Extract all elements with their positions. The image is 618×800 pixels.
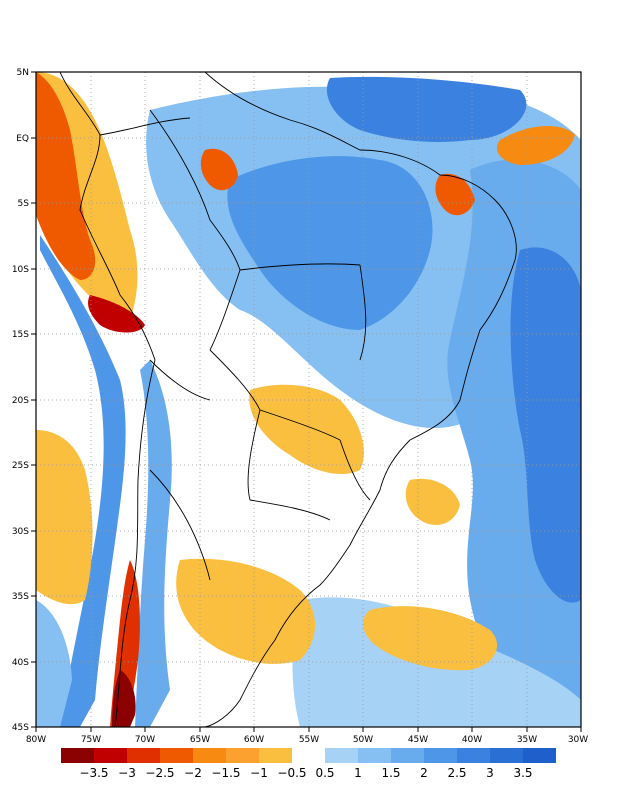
colorbar-label: 3 <box>486 766 494 780</box>
lat-tick-label: EQ <box>16 134 29 144</box>
coastline-south-america <box>59 72 517 727</box>
gridlines <box>36 72 581 727</box>
blue-region-amazon-core <box>227 156 433 330</box>
orange-region-pacific <box>36 430 93 605</box>
lat-tick-label: 5N <box>17 68 29 78</box>
orange-region-northwest-core <box>36 72 96 280</box>
lon-tick-label: 40W <box>462 735 482 745</box>
red-region-peru <box>88 295 145 333</box>
colorbar-swatch-positive <box>424 748 457 763</box>
colorbar-swatch-negative <box>226 748 259 763</box>
lat-tick-label: 5S <box>18 199 30 209</box>
orange-region-atlantic-north <box>496 125 575 165</box>
orange-region-central <box>249 384 364 475</box>
lat-tick-label: 35S <box>12 592 29 602</box>
orange-region-atlantic-south <box>405 478 460 525</box>
colorbar-swatch-positive <box>523 748 556 763</box>
colorbar-label: 3.5 <box>513 766 532 780</box>
blue-region-southwest <box>36 600 72 727</box>
colorbar-swatch-positive <box>391 748 424 763</box>
blue-band-andes <box>40 235 126 727</box>
colorbar-swatch-positive <box>490 748 523 763</box>
colorbar-label: −1 <box>250 766 268 780</box>
coastlines-borders <box>59 72 517 727</box>
colorbar-label: −2 <box>184 766 202 780</box>
axis-ticks <box>31 71 582 732</box>
lon-tick-label: 65W <box>190 735 210 745</box>
lon-tick-labels: 80W 75W 70W 65W 60W 55W 50W 45W 40W 35W … <box>26 735 588 745</box>
lon-tick-label: 45W <box>408 735 428 745</box>
lon-tick-label: 35W <box>517 735 537 745</box>
lat-tick-label: 10S <box>12 265 29 275</box>
lon-tick-label: 50W <box>353 735 373 745</box>
colorbar-swatch-negative <box>61 748 94 763</box>
lat-tick-label: 25S <box>12 461 29 471</box>
colorbar-label: −3.5 <box>79 766 108 780</box>
lon-tick-label: 70W <box>135 735 155 745</box>
colorbar-swatch-negative <box>259 748 292 763</box>
colorbar-label: −1.5 <box>211 766 240 780</box>
lat-tick-label: 20S <box>12 396 29 406</box>
colorbar-label: 2 <box>420 766 428 780</box>
lon-tick-label: 80W <box>26 735 46 745</box>
lat-tick-label: 30S <box>12 527 29 537</box>
lon-tick-label: 75W <box>81 735 101 745</box>
colorbar-label: −3 <box>118 766 136 780</box>
colorbar-swatch-negative <box>160 748 193 763</box>
colorbar-label: 0.5 <box>315 766 334 780</box>
colorbar-label: −0.5 <box>277 766 306 780</box>
blue-region-north <box>326 76 527 142</box>
anomaly-fields <box>36 72 581 727</box>
colorbar-swatch-negative <box>193 748 226 763</box>
lon-tick-label: 60W <box>244 735 264 745</box>
orange-region-pampas <box>176 558 315 664</box>
colorbar-swatch-negative <box>94 748 127 763</box>
orange-region-south-atlantic <box>363 606 498 671</box>
lat-tick-label: 40S <box>12 658 29 668</box>
darkred-region-patagonia <box>112 670 136 727</box>
colorbar-label: 1.5 <box>381 766 400 780</box>
lon-tick-label: 30W <box>568 735 588 745</box>
border-lines <box>99 109 371 581</box>
blue-band-andes-east <box>135 360 172 727</box>
colorbar-label: −2.5 <box>145 766 174 780</box>
colorbar-label: 1 <box>354 766 362 780</box>
lon-tick-label: 55W <box>299 735 319 745</box>
colorbar-swatch-positive <box>325 748 358 763</box>
orange-region-northeast-coast <box>435 173 475 216</box>
blue-region-atlantic-core <box>510 247 581 603</box>
colorbar-swatch-positive <box>358 748 391 763</box>
lat-tick-label: 45S <box>12 723 29 733</box>
colorbar-label: 2.5 <box>447 766 466 780</box>
colorbar-swatch-negative <box>127 748 160 763</box>
lat-tick-label: 15S <box>12 330 29 340</box>
colorbar-swatch-positive <box>457 748 490 763</box>
lat-tick-labels: 5N EQ 5S 10S 15S 20S 25S 30S 35S 40S 45S <box>12 68 29 733</box>
orange-region-guiana <box>200 148 238 191</box>
colorbar: −3.5 −3 −2.5 −2 −1.5 −1 −0.5 0.5 1 1.5 2 2.5 3 3.5 <box>61 748 556 780</box>
